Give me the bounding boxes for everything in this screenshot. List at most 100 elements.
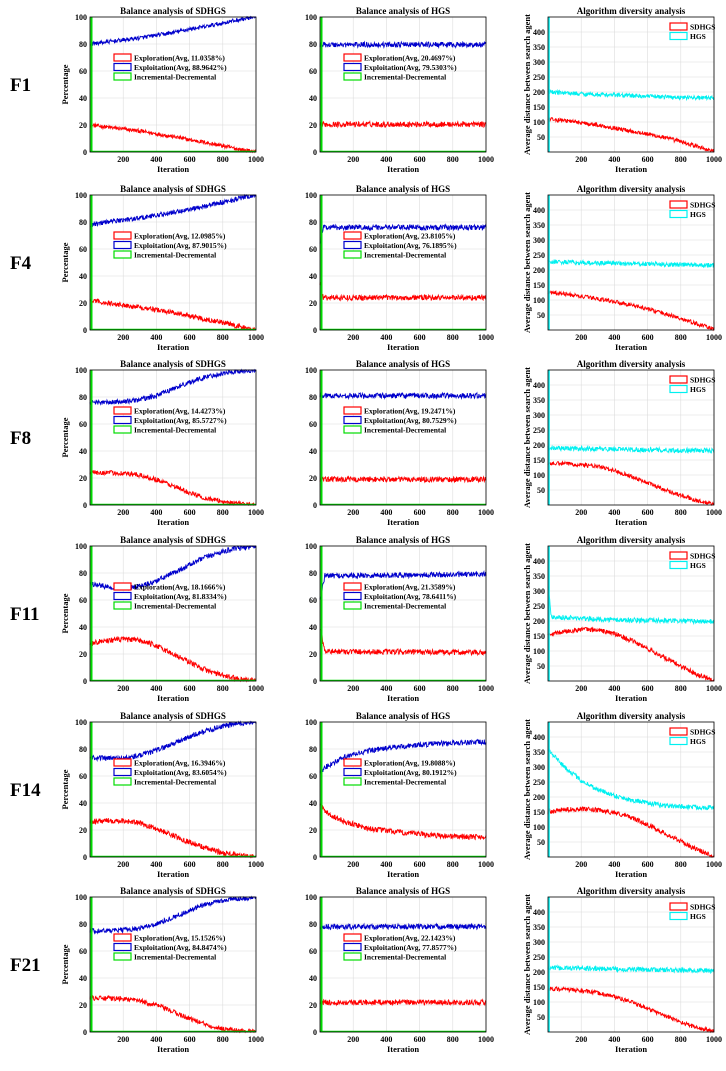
y-tick-label: 100 xyxy=(305,191,317,200)
legend-swatch xyxy=(113,240,132,250)
x-tick-label: 200 xyxy=(575,684,587,693)
x-axis-label: Iteration xyxy=(157,517,189,527)
legend-label: HGS xyxy=(690,561,706,570)
x-tick-label: 400 xyxy=(380,684,392,693)
axes-frame xyxy=(547,721,715,858)
x-tick-label: 800 xyxy=(217,684,229,693)
y-tick-label: 350 xyxy=(533,221,545,230)
x-tick-label: 1000 xyxy=(706,333,722,342)
y-tick-label: 20 xyxy=(79,826,87,835)
chart-title: Balance analysis of SDHGS xyxy=(120,6,226,16)
y-tick-label: 250 xyxy=(533,426,545,435)
y-tick-label: 20 xyxy=(79,650,87,659)
legend-label: Exploration(Avg, 14.4273%) xyxy=(134,407,226,416)
y-tick-label: 300 xyxy=(533,58,545,67)
axes-frame xyxy=(547,369,715,506)
y-tick-label: 200 xyxy=(533,968,545,977)
y-tick-label: 20 xyxy=(309,1001,317,1010)
y-tick-label: 80 xyxy=(309,745,317,754)
legend-swatch xyxy=(113,72,132,81)
x-tick-label: 400 xyxy=(608,333,620,342)
legend-label: Incremental-Decremental xyxy=(364,426,446,435)
x-tick-label: 400 xyxy=(380,155,392,164)
y-tick-label: 150 xyxy=(533,983,545,992)
x-tick-label: 400 xyxy=(150,333,162,342)
series-line-exploitation xyxy=(89,15,256,47)
x-tick-label: 400 xyxy=(608,155,620,164)
x-tick-label: 800 xyxy=(675,684,687,693)
y-tick-label: 40 xyxy=(79,974,87,983)
x-axis-label: Iteration xyxy=(615,693,647,703)
y-tick-label: 80 xyxy=(79,745,87,754)
x-tick-label: 400 xyxy=(150,508,162,517)
legend-label: HGS xyxy=(690,737,706,746)
series-line-exploration xyxy=(89,817,257,859)
x-tick-label: 800 xyxy=(217,508,229,517)
x-tick-label: 600 xyxy=(414,1035,426,1044)
legend-swatch xyxy=(343,231,362,240)
legend-swatch xyxy=(113,415,132,425)
y-tick-label: 50 xyxy=(537,838,545,847)
series-line-sdhgs xyxy=(547,117,715,153)
series-line-exploitation xyxy=(89,720,257,763)
x-tick-label: 200 xyxy=(117,684,129,693)
y-axis-label: Average distance between search agent xyxy=(522,894,532,1035)
legend-swatch xyxy=(343,582,362,591)
legend-swatch xyxy=(113,231,132,240)
x-tick-label: 1000 xyxy=(248,508,264,517)
legend-swatch xyxy=(343,767,362,777)
axes-frame xyxy=(547,545,715,682)
y-tick-label: 60 xyxy=(309,67,317,76)
axes-frame xyxy=(319,721,487,858)
panel-f1-2: 200 400 600 800 1000 0 20 40 60 80 100 Balance anal… xyxy=(305,6,494,174)
y-tick-label: 400 xyxy=(533,206,545,215)
legend-label: HGS xyxy=(690,210,706,219)
x-tick-label: 800 xyxy=(447,508,459,517)
legend-label: Exploration(Avg, 19.8088%) xyxy=(364,759,456,768)
x-tick-label: 800 xyxy=(217,155,229,164)
x-tick-label: 400 xyxy=(150,1035,162,1044)
x-tick-label: 200 xyxy=(575,860,587,869)
y-tick-label: 100 xyxy=(75,718,87,727)
y-tick-label: 80 xyxy=(79,920,87,929)
legend-swatch xyxy=(113,582,132,591)
axes-frame xyxy=(319,545,487,682)
legend-label: SDHGS xyxy=(690,728,715,737)
series-line-exploration xyxy=(319,803,487,841)
y-axis-label: Percentage xyxy=(60,944,70,984)
legend-label: SDHGS xyxy=(690,903,715,912)
panel-f14-3: 200 400 600 800 100050100150200250300350400A… xyxy=(522,711,722,879)
panel-f8-1: 200 400 600 800 1000 0 20 40 60 80 100 Balance anal… xyxy=(60,359,264,527)
x-tick-label: 1000 xyxy=(706,155,722,164)
y-tick-label: 100 xyxy=(533,118,545,127)
y-tick-label: 300 xyxy=(533,411,545,420)
legend-swatch xyxy=(669,551,688,560)
legend-swatch xyxy=(113,425,132,434)
y-tick-label: 150 xyxy=(533,808,545,817)
y-tick-label: 40 xyxy=(309,272,317,281)
y-tick-label: 200 xyxy=(533,617,545,626)
x-tick-label: 1000 xyxy=(478,508,494,517)
legend-swatch xyxy=(669,384,688,394)
x-tick-label: 1000 xyxy=(248,333,264,342)
x-tick-label: 800 xyxy=(675,155,687,164)
x-axis-label: Iteration xyxy=(157,164,189,174)
y-axis-label: Percentage xyxy=(60,64,70,104)
legend-label: Exploration(Avg, 21.3589%) xyxy=(364,583,456,592)
y-tick-label: 0 xyxy=(83,1028,87,1037)
series-line-hgs xyxy=(547,586,715,626)
chart-title: Balance analysis of SDHGS xyxy=(120,359,226,369)
y-tick-label: 80 xyxy=(309,218,317,227)
x-tick-label: 400 xyxy=(150,684,162,693)
y-tick-label: 0 xyxy=(313,326,317,335)
series-line-exploration xyxy=(89,121,257,154)
y-tick-label: 150 xyxy=(533,103,545,112)
x-tick-label: 800 xyxy=(675,508,687,517)
x-tick-label: 400 xyxy=(150,860,162,869)
x-tick-label: 400 xyxy=(380,333,392,342)
y-tick-label: 100 xyxy=(305,13,317,22)
legend-label: Exploration(Avg, 23.8105%) xyxy=(364,232,456,241)
y-tick-label: 250 xyxy=(533,602,545,611)
y-tick-label: 60 xyxy=(79,245,87,254)
legend-label: Exploitation(Avg, 85.5727%) xyxy=(134,416,227,425)
